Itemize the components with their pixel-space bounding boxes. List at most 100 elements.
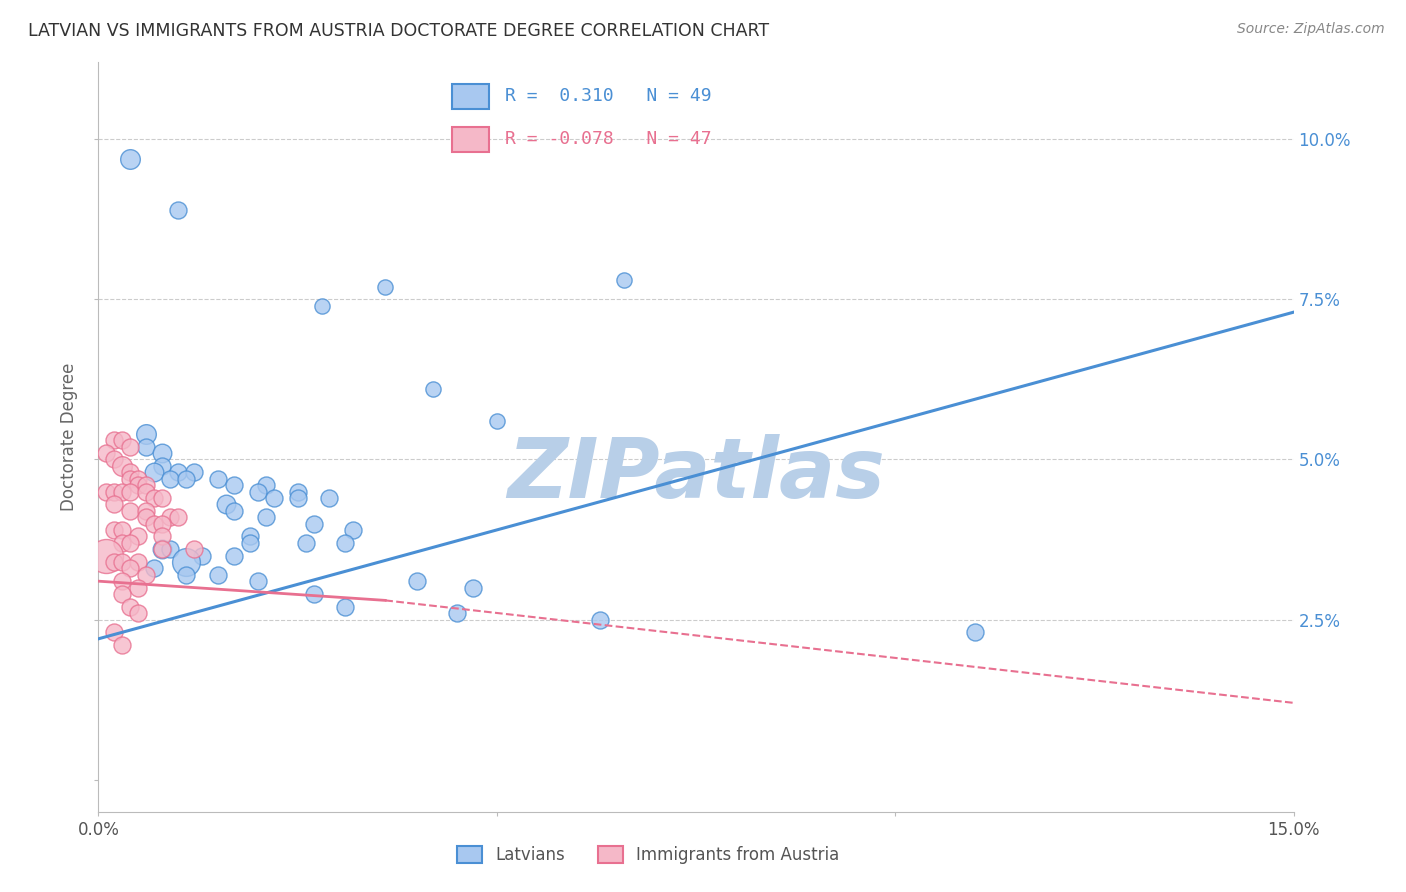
Point	[111, 555, 134, 569]
Point	[963, 625, 986, 640]
Point	[96, 484, 118, 499]
Point	[111, 523, 134, 537]
Point	[111, 638, 134, 652]
Point	[174, 567, 197, 582]
Point	[174, 472, 197, 486]
Point	[150, 458, 173, 473]
Point	[103, 452, 125, 467]
Point	[103, 555, 125, 569]
Point	[127, 581, 149, 595]
Point	[287, 484, 309, 499]
Point	[167, 202, 190, 217]
Point	[239, 529, 262, 543]
Point	[103, 434, 125, 448]
Point	[120, 440, 142, 454]
Point	[120, 465, 142, 479]
Point	[135, 504, 157, 518]
Text: ZIPatlas: ZIPatlas	[508, 434, 884, 515]
Point	[246, 484, 269, 499]
Point	[111, 574, 134, 589]
Text: R =  0.310   N = 49: R = 0.310 N = 49	[505, 87, 711, 105]
Point	[215, 497, 238, 511]
Point	[150, 542, 173, 557]
Point	[422, 382, 444, 396]
Point	[239, 535, 262, 549]
Point	[318, 491, 340, 505]
Point	[143, 516, 166, 531]
Point	[446, 606, 468, 620]
Point	[103, 497, 125, 511]
Point	[96, 549, 118, 563]
Point	[127, 606, 149, 620]
Point	[150, 516, 173, 531]
Point	[103, 484, 125, 499]
Point	[127, 472, 149, 486]
Point	[254, 510, 277, 524]
Point	[111, 587, 134, 601]
Point	[127, 478, 149, 492]
Text: R = -0.078   N = 47: R = -0.078 N = 47	[505, 130, 711, 148]
Point	[461, 581, 484, 595]
Point	[263, 491, 285, 505]
Point	[167, 510, 190, 524]
Point	[222, 504, 245, 518]
Point	[111, 535, 134, 549]
Point	[111, 458, 134, 473]
Point	[335, 535, 357, 549]
Point	[135, 510, 157, 524]
Point	[120, 535, 142, 549]
Point	[302, 587, 325, 601]
Point	[111, 434, 134, 448]
Point	[103, 625, 125, 640]
Point	[103, 523, 125, 537]
Point	[374, 279, 396, 293]
Point	[135, 478, 157, 492]
Point	[120, 504, 142, 518]
Point	[159, 472, 181, 486]
FancyBboxPatch shape	[453, 84, 489, 109]
Point	[120, 599, 142, 614]
Point	[246, 574, 269, 589]
Point	[183, 542, 205, 557]
Point	[183, 465, 205, 479]
Point	[485, 414, 508, 428]
Point	[191, 549, 214, 563]
Point	[150, 542, 173, 557]
Point	[335, 599, 357, 614]
Point	[159, 510, 181, 524]
Point	[127, 555, 149, 569]
Point	[159, 542, 181, 557]
Point	[111, 484, 134, 499]
Point	[143, 561, 166, 575]
Point	[143, 491, 166, 505]
Y-axis label: Doctorate Degree: Doctorate Degree	[60, 363, 79, 511]
Point	[96, 446, 118, 460]
Point	[135, 484, 157, 499]
Point	[120, 152, 142, 166]
Point	[120, 484, 142, 499]
Point	[222, 478, 245, 492]
Point	[150, 446, 173, 460]
Point	[613, 273, 636, 287]
Point	[254, 478, 277, 492]
Point	[207, 567, 229, 582]
Point	[589, 613, 612, 627]
Legend: Latvians, Immigrants from Austria: Latvians, Immigrants from Austria	[450, 839, 846, 871]
Point	[342, 523, 364, 537]
Point	[302, 516, 325, 531]
Text: LATVIAN VS IMMIGRANTS FROM AUSTRIA DOCTORATE DEGREE CORRELATION CHART: LATVIAN VS IMMIGRANTS FROM AUSTRIA DOCTO…	[28, 22, 769, 40]
Point	[311, 299, 333, 313]
Point	[127, 529, 149, 543]
Point	[287, 491, 309, 505]
Text: Source: ZipAtlas.com: Source: ZipAtlas.com	[1237, 22, 1385, 37]
Point	[150, 529, 173, 543]
Point	[222, 549, 245, 563]
Point	[120, 472, 142, 486]
Point	[135, 567, 157, 582]
Point	[143, 465, 166, 479]
Point	[135, 440, 157, 454]
Point	[150, 491, 173, 505]
Point	[207, 472, 229, 486]
Point	[120, 561, 142, 575]
Point	[135, 426, 157, 441]
